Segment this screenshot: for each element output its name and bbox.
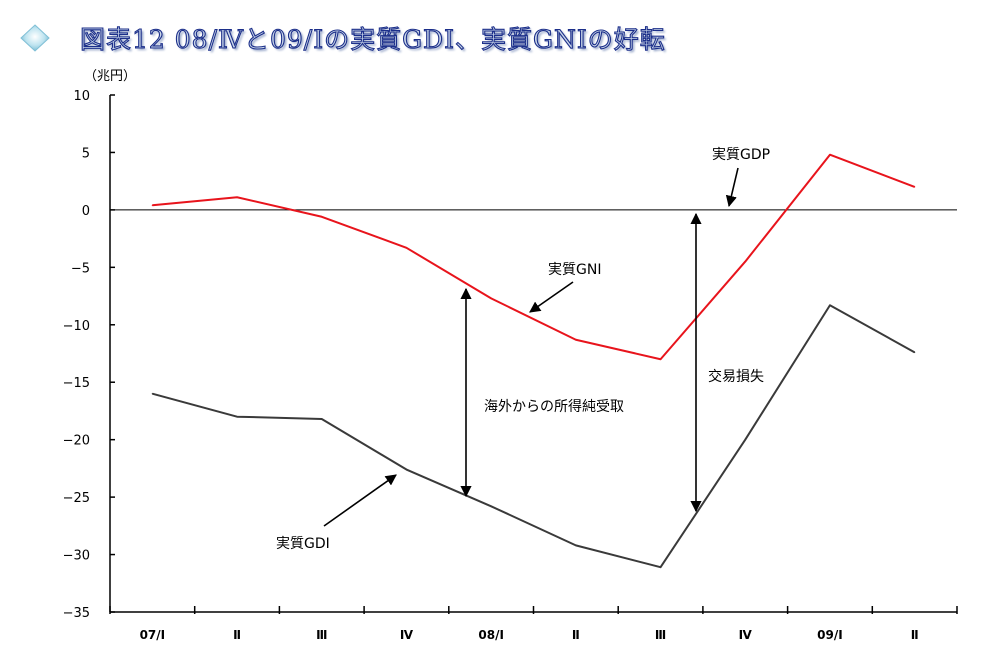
y-tick-label: 10 (73, 89, 90, 104)
x-axis: 07/Ⅰ Ⅱ Ⅲ Ⅳ 08/Ⅰ Ⅱ Ⅲ Ⅳ 09/Ⅰ Ⅱ (109, 606, 958, 642)
data-point (490, 505, 492, 507)
data-point (659, 566, 662, 568)
series-line-gdi (152, 304, 916, 569)
y-tick-label: −15 (63, 376, 90, 391)
data-point (829, 304, 831, 306)
arrow-real-gdp (725, 167, 739, 207)
data-point (321, 216, 323, 218)
y-tick-label: 5 (82, 146, 90, 161)
data-point (744, 439, 746, 441)
data-point (405, 468, 408, 471)
annotation-real-gdi: 実質GDI (276, 536, 330, 552)
arrow-real-gdi (323, 474, 397, 527)
x-tick-label: Ⅱ (572, 628, 580, 642)
series-group (151, 153, 916, 569)
annotation-net-income-abroad: 海外からの所得純受取 (484, 398, 624, 415)
y-tick-label: −5 (71, 261, 90, 276)
x-tick-label: Ⅲ (655, 628, 666, 642)
annotation-real-gni: 実質GNI (548, 262, 601, 278)
data-point (151, 204, 153, 206)
chart-title: 図表12 08/Ⅳと09/Ⅰの実質GDI、実質GNIの好転 (79, 24, 666, 54)
y-tick-label: −30 (63, 549, 90, 564)
annotation-real-gdp: 実質GDP (712, 147, 770, 163)
y-tick-label: −20 (63, 434, 90, 449)
data-point (659, 358, 662, 360)
data-point (744, 260, 746, 263)
diamond-bullet-icon (20, 24, 50, 52)
title-row: 図表12 08/Ⅳと09/Ⅰの実質GDI、実質GNIの好転 (18, 18, 666, 58)
x-tick-label: Ⅱ (233, 628, 241, 642)
x-tick-label: Ⅳ (739, 628, 753, 642)
data-point (914, 186, 916, 188)
y-axis: 10 5 0 −5 −10 −15 −20 −25 −30 −35 (63, 89, 115, 621)
annotation-trading-loss: 交易損失 (708, 368, 764, 385)
data-point (321, 418, 323, 420)
data-point (575, 339, 577, 341)
y-tick-label: −35 (63, 606, 90, 621)
series-line-gni (152, 153, 916, 361)
data-point (914, 351, 916, 353)
data-point (490, 297, 492, 299)
x-tick-label: 08/Ⅰ (478, 628, 504, 642)
data-point (236, 416, 238, 418)
x-tick-label: Ⅳ (400, 628, 414, 642)
data-point (575, 544, 577, 546)
x-tick-label: 07/Ⅰ (140, 628, 166, 642)
x-tick-label: Ⅲ (316, 628, 327, 642)
data-point (829, 154, 831, 156)
data-point (236, 196, 238, 198)
arrow-real-gni (529, 281, 574, 313)
y-tick-label: −25 (63, 491, 90, 506)
y-tick-label: −10 (63, 319, 90, 334)
y-tick-label: 0 (82, 204, 90, 219)
x-tick-label: 09/Ⅰ (817, 628, 843, 642)
data-point (151, 393, 153, 395)
annotations: 実質GDP 実質GNI 実質GDI 海外からの所得純受取 交易損失 (276, 147, 770, 552)
y-axis-label: （兆円） (84, 69, 136, 84)
data-point (405, 247, 408, 249)
x-tick-label: Ⅱ (911, 628, 919, 642)
